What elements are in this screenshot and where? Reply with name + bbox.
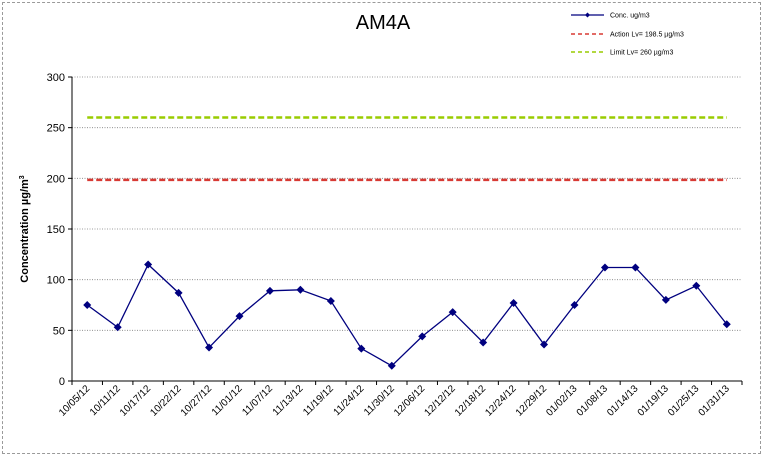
y-tick-label: 250: [47, 123, 65, 135]
y-axis-label-main: Concentration µg/m: [19, 179, 31, 283]
x-tick-label: 01/08/13: [575, 383, 611, 419]
legend-marker: [585, 12, 590, 18]
x-tick-label: 01/19/13: [636, 383, 672, 419]
y-axis-label: Concentration µg/m3: [19, 175, 31, 283]
data-series: [83, 260, 731, 370]
data-point: [418, 332, 427, 341]
legend-item: Limit Lv= 260 µg/m3: [571, 50, 673, 57]
legend-label: Conc. ug/m3: [610, 13, 650, 20]
x-tick-label: 12/12/12: [422, 383, 458, 419]
data-point: [661, 295, 670, 304]
x-tick-label: 12/06/12: [392, 383, 428, 419]
data-point: [540, 340, 549, 349]
x-tick-label: 11/07/12: [240, 383, 275, 418]
axes: [68, 76, 743, 385]
y-tick-label: 200: [47, 173, 65, 185]
data-point: [600, 263, 609, 272]
data-point: [83, 301, 92, 309]
data-point: [113, 323, 122, 332]
x-tick-label: 01/25/13: [666, 383, 702, 419]
x-tick-labels: 10/05/1210/11/1210/17/1210/22/1210/27/12…: [57, 383, 732, 419]
legend-label: Limit Lv= 260 µg/m3: [610, 50, 673, 57]
legend-item: Conc. ug/m3: [571, 12, 650, 20]
data-point: [357, 344, 366, 353]
x-tick-label: 12/29/12: [514, 383, 550, 419]
legend: Conc. ug/m3 Action Lv= 198.5 µg/m3 Limit L…: [571, 12, 684, 57]
x-tick-label: 11/13/12: [271, 383, 306, 418]
data-point: [479, 338, 488, 347]
data-point: [205, 343, 214, 352]
data-point: [631, 263, 640, 272]
y-tick-label: 0: [59, 376, 65, 388]
x-tick-label: 11/24/12: [332, 383, 367, 418]
y-axis-label-superscript: 3: [19, 175, 26, 179]
data-point: [692, 281, 701, 290]
data-point: [144, 260, 153, 269]
y-tick-label: 100: [47, 275, 65, 287]
data-point: [174, 288, 183, 297]
x-tick-label: 11/01/12: [210, 383, 245, 418]
data-point: [570, 301, 579, 309]
data-point: [326, 296, 335, 305]
data-point: [265, 286, 274, 295]
x-tick-label: 11/30/12: [362, 383, 397, 418]
x-tick-label: 12/18/12: [453, 383, 489, 419]
x-tick-label: 01/31/13: [697, 383, 733, 419]
x-tick-label: 10/05/12: [57, 383, 93, 419]
data-point: [235, 312, 244, 321]
data-point: [387, 361, 396, 370]
y-tick-label: 50: [53, 325, 65, 337]
legend-item: Action Lv= 198.5 µg/m3: [571, 32, 684, 39]
data-point: [509, 298, 518, 307]
y-tick-labels: 0 50 100 150 200 250 300: [47, 72, 65, 388]
x-tick-label: 01/02/13: [544, 383, 580, 419]
reference-lines: [87, 116, 727, 182]
x-tick-label: 10/11/12: [88, 383, 123, 418]
data-point: [722, 320, 731, 329]
legend-label: Action Lv= 198.5 µg/m3: [610, 32, 684, 39]
x-tick-label: 11/19/12: [301, 383, 336, 418]
y-tick-label: 300: [47, 72, 65, 84]
gridlines: [72, 76, 742, 331]
data-point: [448, 308, 457, 317]
x-tick-label: 10/22/12: [148, 383, 184, 419]
data-point: [296, 285, 305, 294]
x-tick-label: 01/14/13: [605, 383, 641, 419]
chart-title: AM4A: [356, 12, 411, 34]
x-tick-label: 10/17/12: [118, 383, 154, 419]
y-tick-label: 150: [47, 224, 65, 236]
series-line: [86, 263, 728, 367]
x-tick-label: 10/27/12: [179, 383, 215, 419]
x-tick-label: 12/24/12: [483, 383, 519, 419]
